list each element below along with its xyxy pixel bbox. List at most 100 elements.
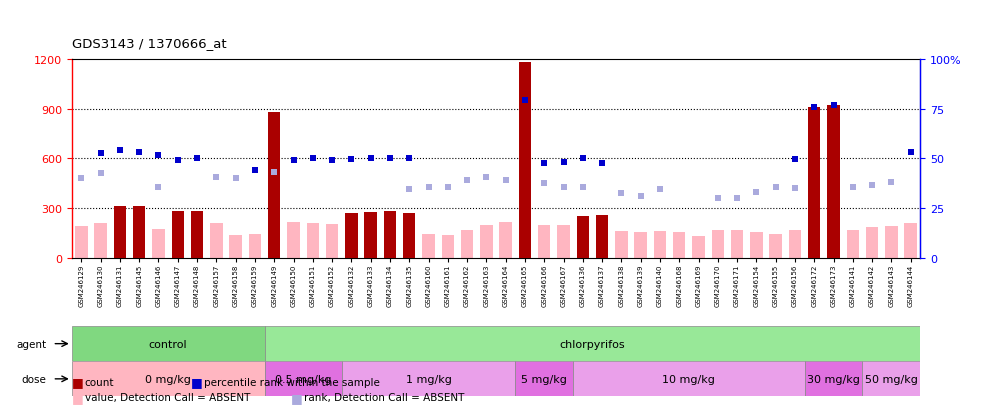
Bar xyxy=(171,212,184,258)
Point xyxy=(112,147,127,154)
Point xyxy=(208,174,224,180)
Bar xyxy=(557,226,570,258)
Bar xyxy=(573,361,805,396)
Point xyxy=(768,184,784,190)
Bar xyxy=(345,214,358,258)
Bar xyxy=(461,231,473,258)
Point xyxy=(536,180,552,187)
Bar xyxy=(828,106,840,258)
Text: dose: dose xyxy=(22,374,47,384)
Bar xyxy=(538,225,551,258)
Point xyxy=(787,185,803,192)
Point xyxy=(787,157,803,163)
Bar xyxy=(422,234,435,258)
Bar xyxy=(326,224,339,258)
Text: value, Detection Call = ABSENT: value, Detection Call = ABSENT xyxy=(85,392,250,402)
Bar xyxy=(72,326,265,361)
Point xyxy=(247,167,263,174)
Bar xyxy=(152,229,164,258)
Point xyxy=(902,149,918,156)
Point xyxy=(556,184,572,190)
Text: 1 mg/kg: 1 mg/kg xyxy=(405,374,451,384)
Bar xyxy=(847,230,860,258)
Bar xyxy=(287,223,300,258)
Point xyxy=(266,169,282,176)
Text: 0.5 mg/kg: 0.5 mg/kg xyxy=(275,374,332,384)
Bar xyxy=(265,326,920,361)
Bar xyxy=(72,361,265,396)
Bar xyxy=(519,63,531,258)
Text: control: control xyxy=(148,339,187,349)
Point xyxy=(594,160,610,166)
Point xyxy=(363,156,378,162)
Bar xyxy=(577,217,589,258)
Bar xyxy=(863,361,920,396)
Point xyxy=(74,176,90,182)
Bar xyxy=(210,223,223,258)
Text: 0 mg/kg: 0 mg/kg xyxy=(145,374,191,384)
Point xyxy=(807,104,823,111)
Text: 5 mg/kg: 5 mg/kg xyxy=(521,374,567,384)
Point xyxy=(170,157,186,164)
Bar xyxy=(75,227,88,258)
Bar xyxy=(249,234,261,258)
Bar xyxy=(441,235,454,258)
Point xyxy=(131,149,147,156)
Bar xyxy=(673,233,685,258)
Point xyxy=(93,171,109,177)
Bar xyxy=(499,223,512,258)
Bar xyxy=(653,232,666,258)
Text: agent: agent xyxy=(17,339,47,349)
Point xyxy=(883,179,899,185)
Bar xyxy=(268,113,281,258)
Point xyxy=(498,177,514,184)
Point xyxy=(228,176,244,182)
Text: ■: ■ xyxy=(72,375,84,389)
Bar xyxy=(515,361,573,396)
Point xyxy=(517,98,533,104)
Bar xyxy=(132,207,145,258)
Point xyxy=(575,156,591,162)
Point xyxy=(459,177,475,184)
Point xyxy=(536,160,552,166)
Bar xyxy=(114,207,126,258)
Bar xyxy=(866,228,878,258)
Point xyxy=(710,195,726,202)
Text: 10 mg/kg: 10 mg/kg xyxy=(662,374,715,384)
Bar xyxy=(95,223,107,258)
Point xyxy=(150,184,166,190)
Text: 50 mg/kg: 50 mg/kg xyxy=(865,374,917,384)
Bar xyxy=(229,236,242,258)
Bar xyxy=(265,361,342,396)
Bar xyxy=(480,226,493,258)
Point xyxy=(865,182,880,189)
Bar xyxy=(711,231,724,258)
Point xyxy=(344,157,360,163)
Text: percentile rank within the sample: percentile rank within the sample xyxy=(204,377,380,387)
Point xyxy=(401,156,417,162)
Point xyxy=(652,186,668,193)
Text: rank, Detection Call = ABSENT: rank, Detection Call = ABSENT xyxy=(304,392,464,402)
Point xyxy=(305,156,321,162)
Bar xyxy=(342,361,515,396)
Text: count: count xyxy=(85,377,115,387)
Point xyxy=(729,195,745,202)
Text: 30 mg/kg: 30 mg/kg xyxy=(807,374,860,384)
Point xyxy=(632,194,648,200)
Point xyxy=(420,184,436,190)
Text: ■: ■ xyxy=(191,375,203,389)
Bar xyxy=(904,223,917,258)
Point xyxy=(150,152,166,159)
Bar xyxy=(616,232,627,258)
Bar xyxy=(731,230,743,258)
Point xyxy=(401,186,417,193)
Text: GDS3143 / 1370666_at: GDS3143 / 1370666_at xyxy=(72,37,226,50)
Point xyxy=(478,174,494,180)
Bar xyxy=(808,108,821,258)
Bar xyxy=(885,227,897,258)
Point xyxy=(556,159,572,166)
Bar xyxy=(692,237,705,258)
Point xyxy=(189,156,205,162)
Bar xyxy=(769,234,782,258)
Bar xyxy=(403,214,415,258)
